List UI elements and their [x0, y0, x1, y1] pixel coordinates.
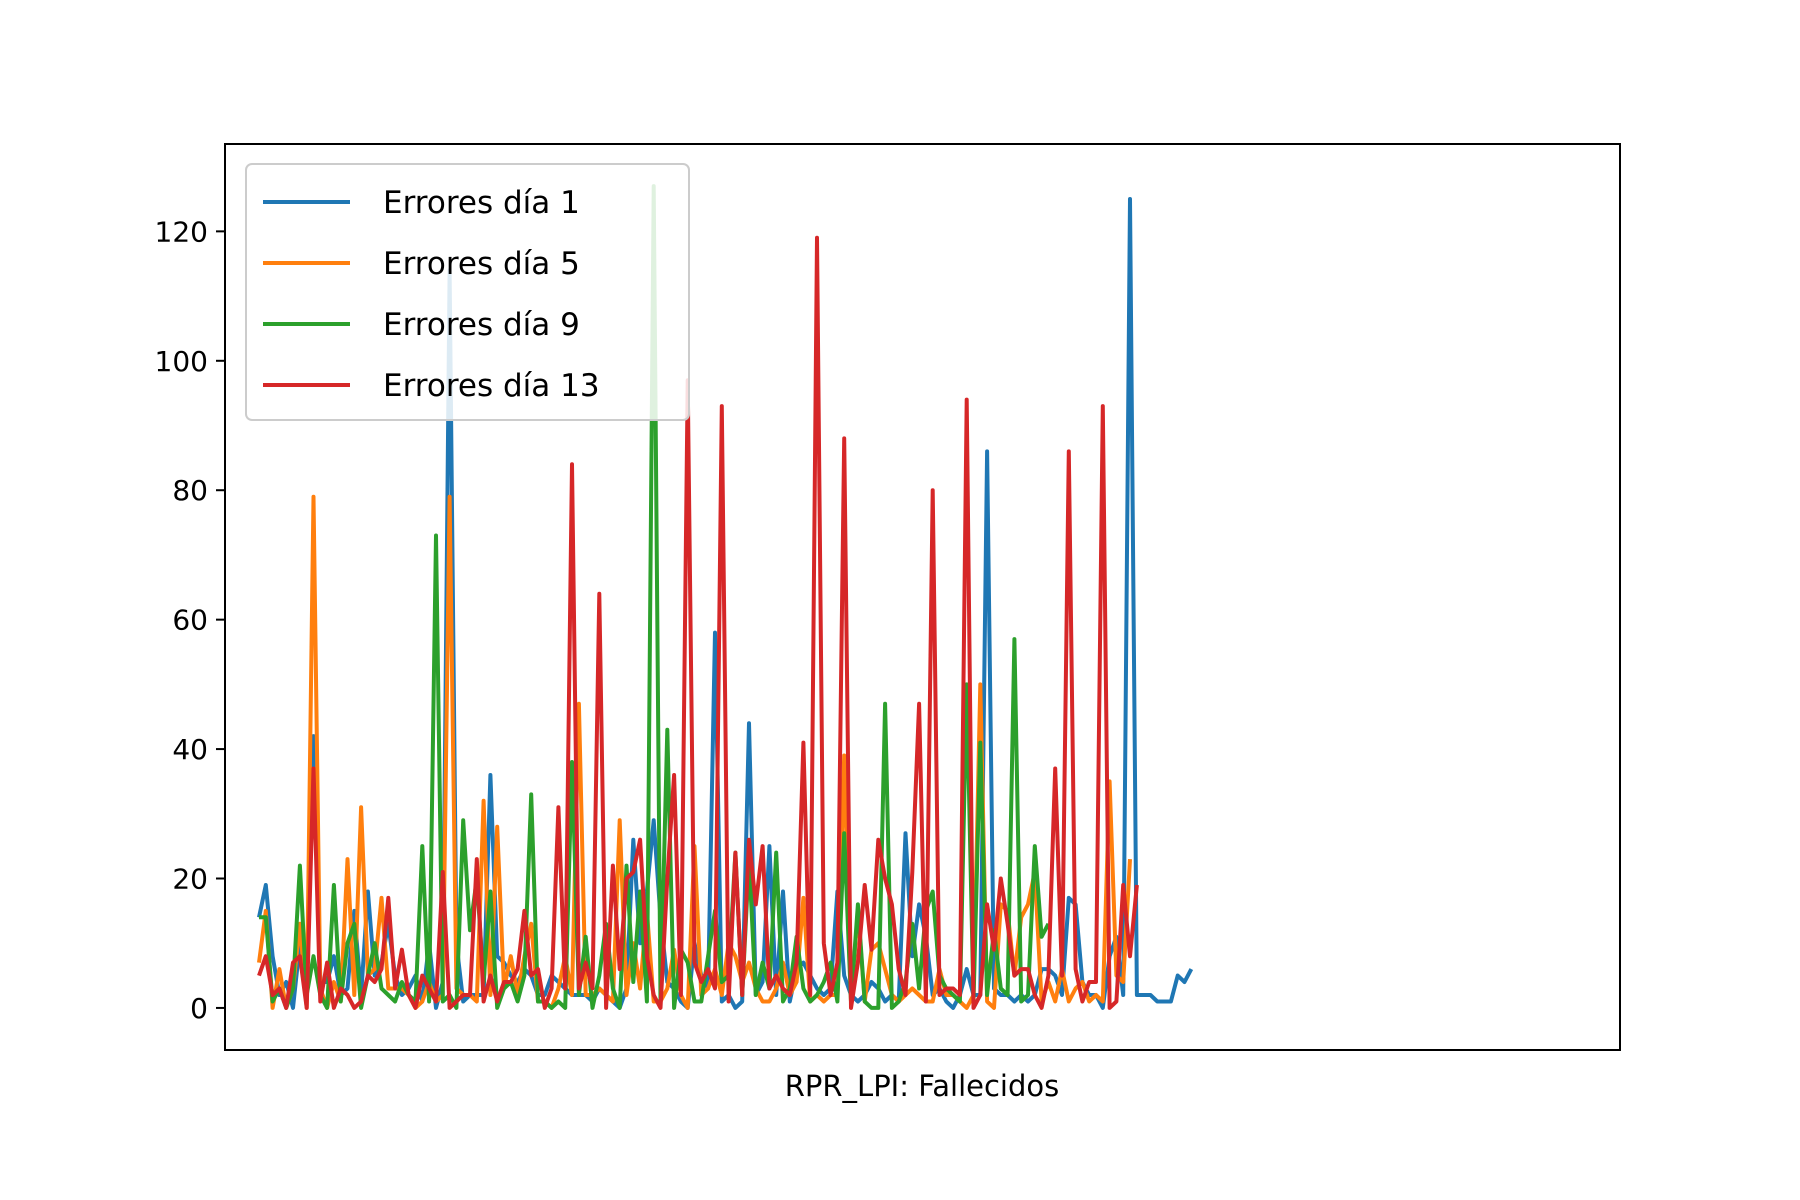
y-axis: 0 20 40 60 80 100 120 — [155, 215, 225, 1025]
x-axis-title: RPR_LPI: Fallecidos — [785, 1069, 1059, 1103]
legend-label-3: Errores día 9 — [383, 307, 580, 343]
y-tick-label: 40 — [172, 733, 208, 766]
legend-label-2: Errores día 5 — [383, 246, 580, 282]
y-tick-label: 120 — [155, 215, 208, 248]
y-tick-label: 80 — [172, 474, 208, 507]
y-tick-label: 100 — [155, 345, 208, 378]
y-tick-label: 0 — [190, 992, 208, 1025]
legend-label-1: Errores día 1 — [383, 185, 580, 221]
plot-area-frame — [224, 143, 1621, 1051]
legend-label-4: Errores día 13 — [383, 368, 600, 404]
y-tick-label: 20 — [172, 863, 208, 896]
legend-box — [245, 163, 690, 421]
legend: Errores día 1 Errores día 5 Errores día 9 E… — [245, 163, 690, 421]
y-tick-label: 60 — [172, 604, 208, 637]
series-line-1 — [257, 197, 1194, 1010]
series-line-4 — [257, 235, 1139, 1010]
